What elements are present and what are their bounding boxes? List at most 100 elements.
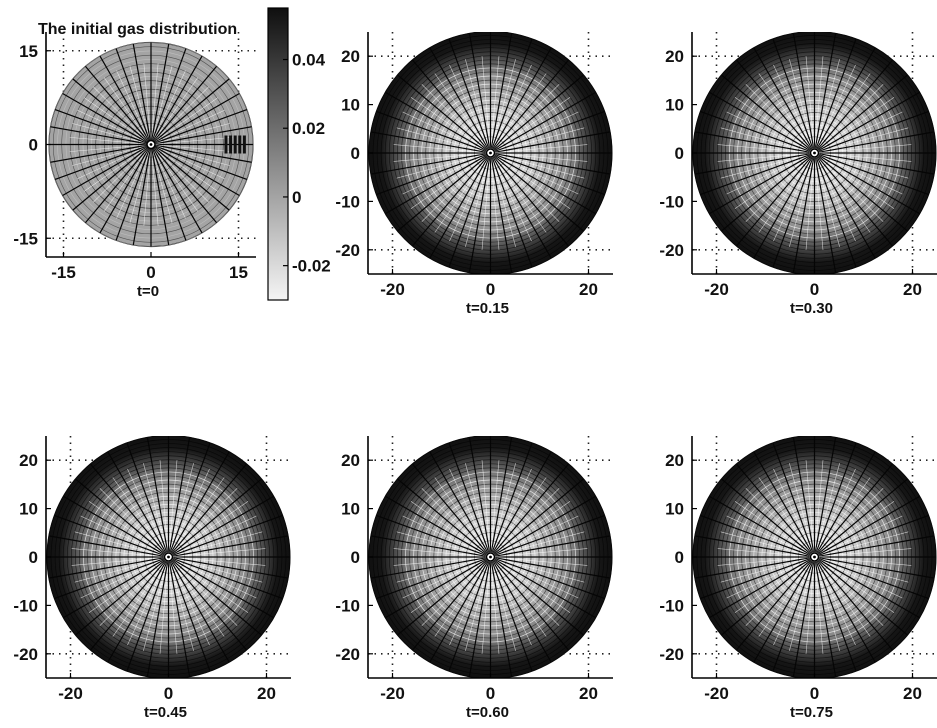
mesh-spoke-minor [494, 155, 571, 210]
y-tick-label: -10 [659, 192, 684, 211]
mesh-spoke [48, 557, 164, 579]
mesh-spoke-minor [817, 73, 871, 150]
mesh-spoke [370, 153, 486, 175]
mesh-spoke [700, 154, 811, 196]
mesh-spoke-minor [173, 531, 263, 557]
mesh-spoke-minor [817, 156, 871, 233]
mesh-spoke [376, 558, 487, 600]
y-tick-label: 10 [341, 96, 360, 115]
mesh-spoke [84, 147, 149, 224]
mesh-spoke [99, 55, 150, 142]
mesh-spoke [494, 91, 597, 152]
mesh-spoke [735, 560, 812, 651]
mesh-spoke [495, 535, 611, 557]
mesh-spoke [495, 131, 611, 153]
mesh-spoke-minor [819, 127, 909, 153]
mesh-spoke [490, 437, 513, 553]
mesh-spoke-minor [819, 153, 909, 179]
gas-anomaly [233, 135, 237, 154]
mesh-spoke-minor [493, 488, 560, 554]
mesh-spoke-minor [393, 548, 486, 557]
mesh-spoke [819, 535, 935, 557]
mesh-spoke [411, 59, 488, 150]
mesh-spoke [397, 478, 488, 555]
mesh-spoke-minor [171, 477, 225, 554]
mesh-spoke [168, 437, 191, 553]
mesh-spoke-minor [168, 460, 178, 553]
mesh-spoke-minor [172, 500, 249, 555]
mesh-spoke-minor [421, 488, 488, 554]
mesh-spoke [818, 558, 929, 600]
mesh-spoke-minor [465, 463, 490, 553]
mesh-spoke-minor [171, 488, 238, 554]
mesh-spoke [495, 153, 611, 175]
mesh-spoke-minor [493, 560, 547, 637]
mesh-spoke [493, 155, 584, 232]
mesh-spoke [493, 59, 570, 150]
mesh-spoke-minor [127, 561, 167, 646]
mesh-spoke [817, 59, 894, 150]
grid [368, 436, 613, 678]
mesh-spoke-minor [789, 157, 814, 247]
mesh-spoke [384, 495, 487, 556]
mesh-spoke-minor [168, 561, 178, 654]
colorbar-tick-label: 0.02 [292, 119, 325, 138]
mesh-spoke-minor [396, 127, 486, 153]
mesh-spoke [429, 560, 489, 663]
mesh-spoke-minor [153, 86, 209, 142]
mesh-spoke [493, 560, 570, 651]
mesh-spoke [700, 558, 811, 600]
mesh-spoke [146, 437, 169, 553]
mesh-spoke [494, 514, 605, 556]
mesh-spoke-minor [103, 77, 149, 142]
mesh-spoke-minor [773, 64, 813, 149]
mesh-spoke [154, 144, 252, 163]
mesh-spoke [115, 48, 151, 141]
y-tick-label: -10 [335, 192, 360, 211]
mesh-spoke-minor [402, 515, 487, 556]
mesh-spoke [772, 561, 814, 672]
y-tick-label: 20 [341, 47, 360, 66]
y-tick-label: -20 [335, 241, 360, 260]
mesh-spoke-minor [169, 561, 194, 651]
gas-anomaly [229, 135, 233, 154]
x-tick-label: 0 [810, 684, 819, 703]
mesh-spoke-minor [789, 561, 814, 651]
grid [692, 436, 937, 678]
mesh-spoke [818, 91, 921, 152]
mesh-spoke [818, 495, 921, 556]
mesh-spoke [495, 557, 611, 579]
mesh-spoke [171, 478, 262, 555]
mesh-spoke-minor [818, 155, 895, 210]
mesh-spoke [491, 38, 533, 149]
mesh-spoke-minor [817, 560, 884, 626]
mesh-spoke-minor [421, 84, 488, 150]
y-tick-label: 10 [341, 500, 360, 519]
mesh-spoke-minor [495, 153, 588, 162]
mesh-spoke-minor [816, 561, 856, 646]
mesh-spoke-minor [490, 157, 500, 250]
x-tick-label: 0 [146, 263, 155, 282]
mesh-spoke-minor [172, 559, 249, 614]
mesh-spoke [818, 154, 921, 215]
mesh-spoke [72, 146, 149, 211]
y-tick-label: 0 [351, 144, 360, 163]
mesh-spoke-minor [818, 111, 903, 152]
mesh-spoke [708, 154, 811, 215]
center-dot [167, 555, 170, 559]
mesh-spoke-minor [817, 156, 884, 222]
mesh-spoke-minor [170, 561, 210, 646]
mesh-spoke-minor [805, 460, 815, 553]
mesh-spoke-minor [88, 559, 165, 614]
mesh-spoke-minor [154, 145, 226, 180]
mesh-spoke [721, 155, 812, 232]
mesh-spoke [54, 145, 148, 180]
y-tick-label: -20 [335, 645, 360, 664]
mesh-spoke [792, 561, 815, 677]
mesh-spoke-minor [143, 63, 151, 141]
mesh-spoke-minor [434, 477, 488, 554]
mesh-spoke-minor [393, 557, 486, 566]
mesh-spoke [132, 148, 151, 246]
y-tick-label: 0 [675, 144, 684, 163]
mesh-spoke-minor [494, 558, 579, 599]
